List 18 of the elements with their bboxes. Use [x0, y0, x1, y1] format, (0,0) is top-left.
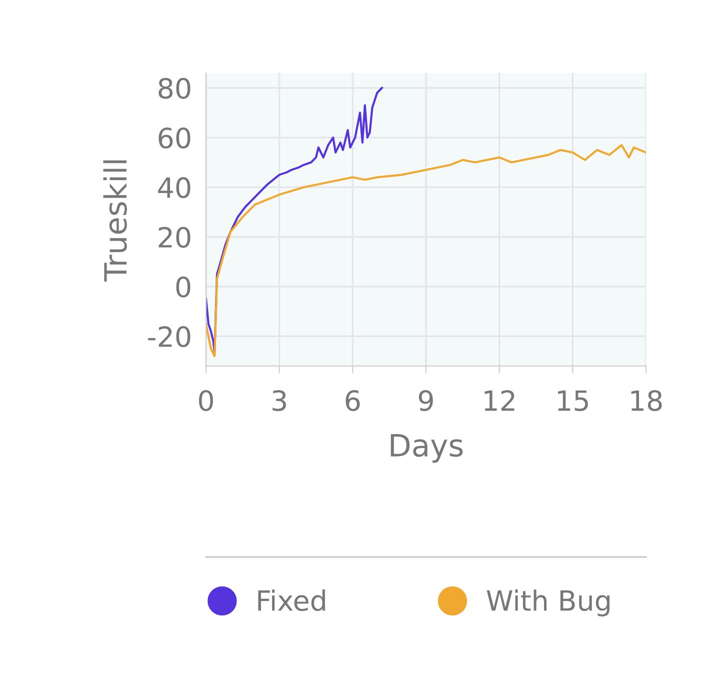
x-axis-title: Days [390, 434, 463, 463]
y-tick-label: 60 [158, 127, 190, 149]
x-tick-label: 18 [631, 390, 662, 412]
y-tick-label: -20 [148, 326, 190, 348]
y-axis-title: Trueskill [103, 160, 127, 282]
line-series [206, 144, 646, 358]
legend-label: With Bug [486, 590, 610, 616]
x-tick-label: 12 [484, 390, 514, 411]
legend-label: Fixed [258, 590, 325, 612]
y-tick-label: 20 [158, 226, 190, 248]
y-tick-label: 40 [158, 177, 190, 198]
y-tick-label: 0 [176, 276, 190, 298]
x-tick-label: 3 [272, 390, 286, 412]
x-tick-label: 0 [198, 390, 213, 412]
x-tick-label: 6 [346, 390, 360, 412]
x-tick-label: 9 [418, 390, 433, 412]
y-tick-label: 80 [158, 78, 190, 99]
x-tick-label: 15 [558, 390, 588, 412]
